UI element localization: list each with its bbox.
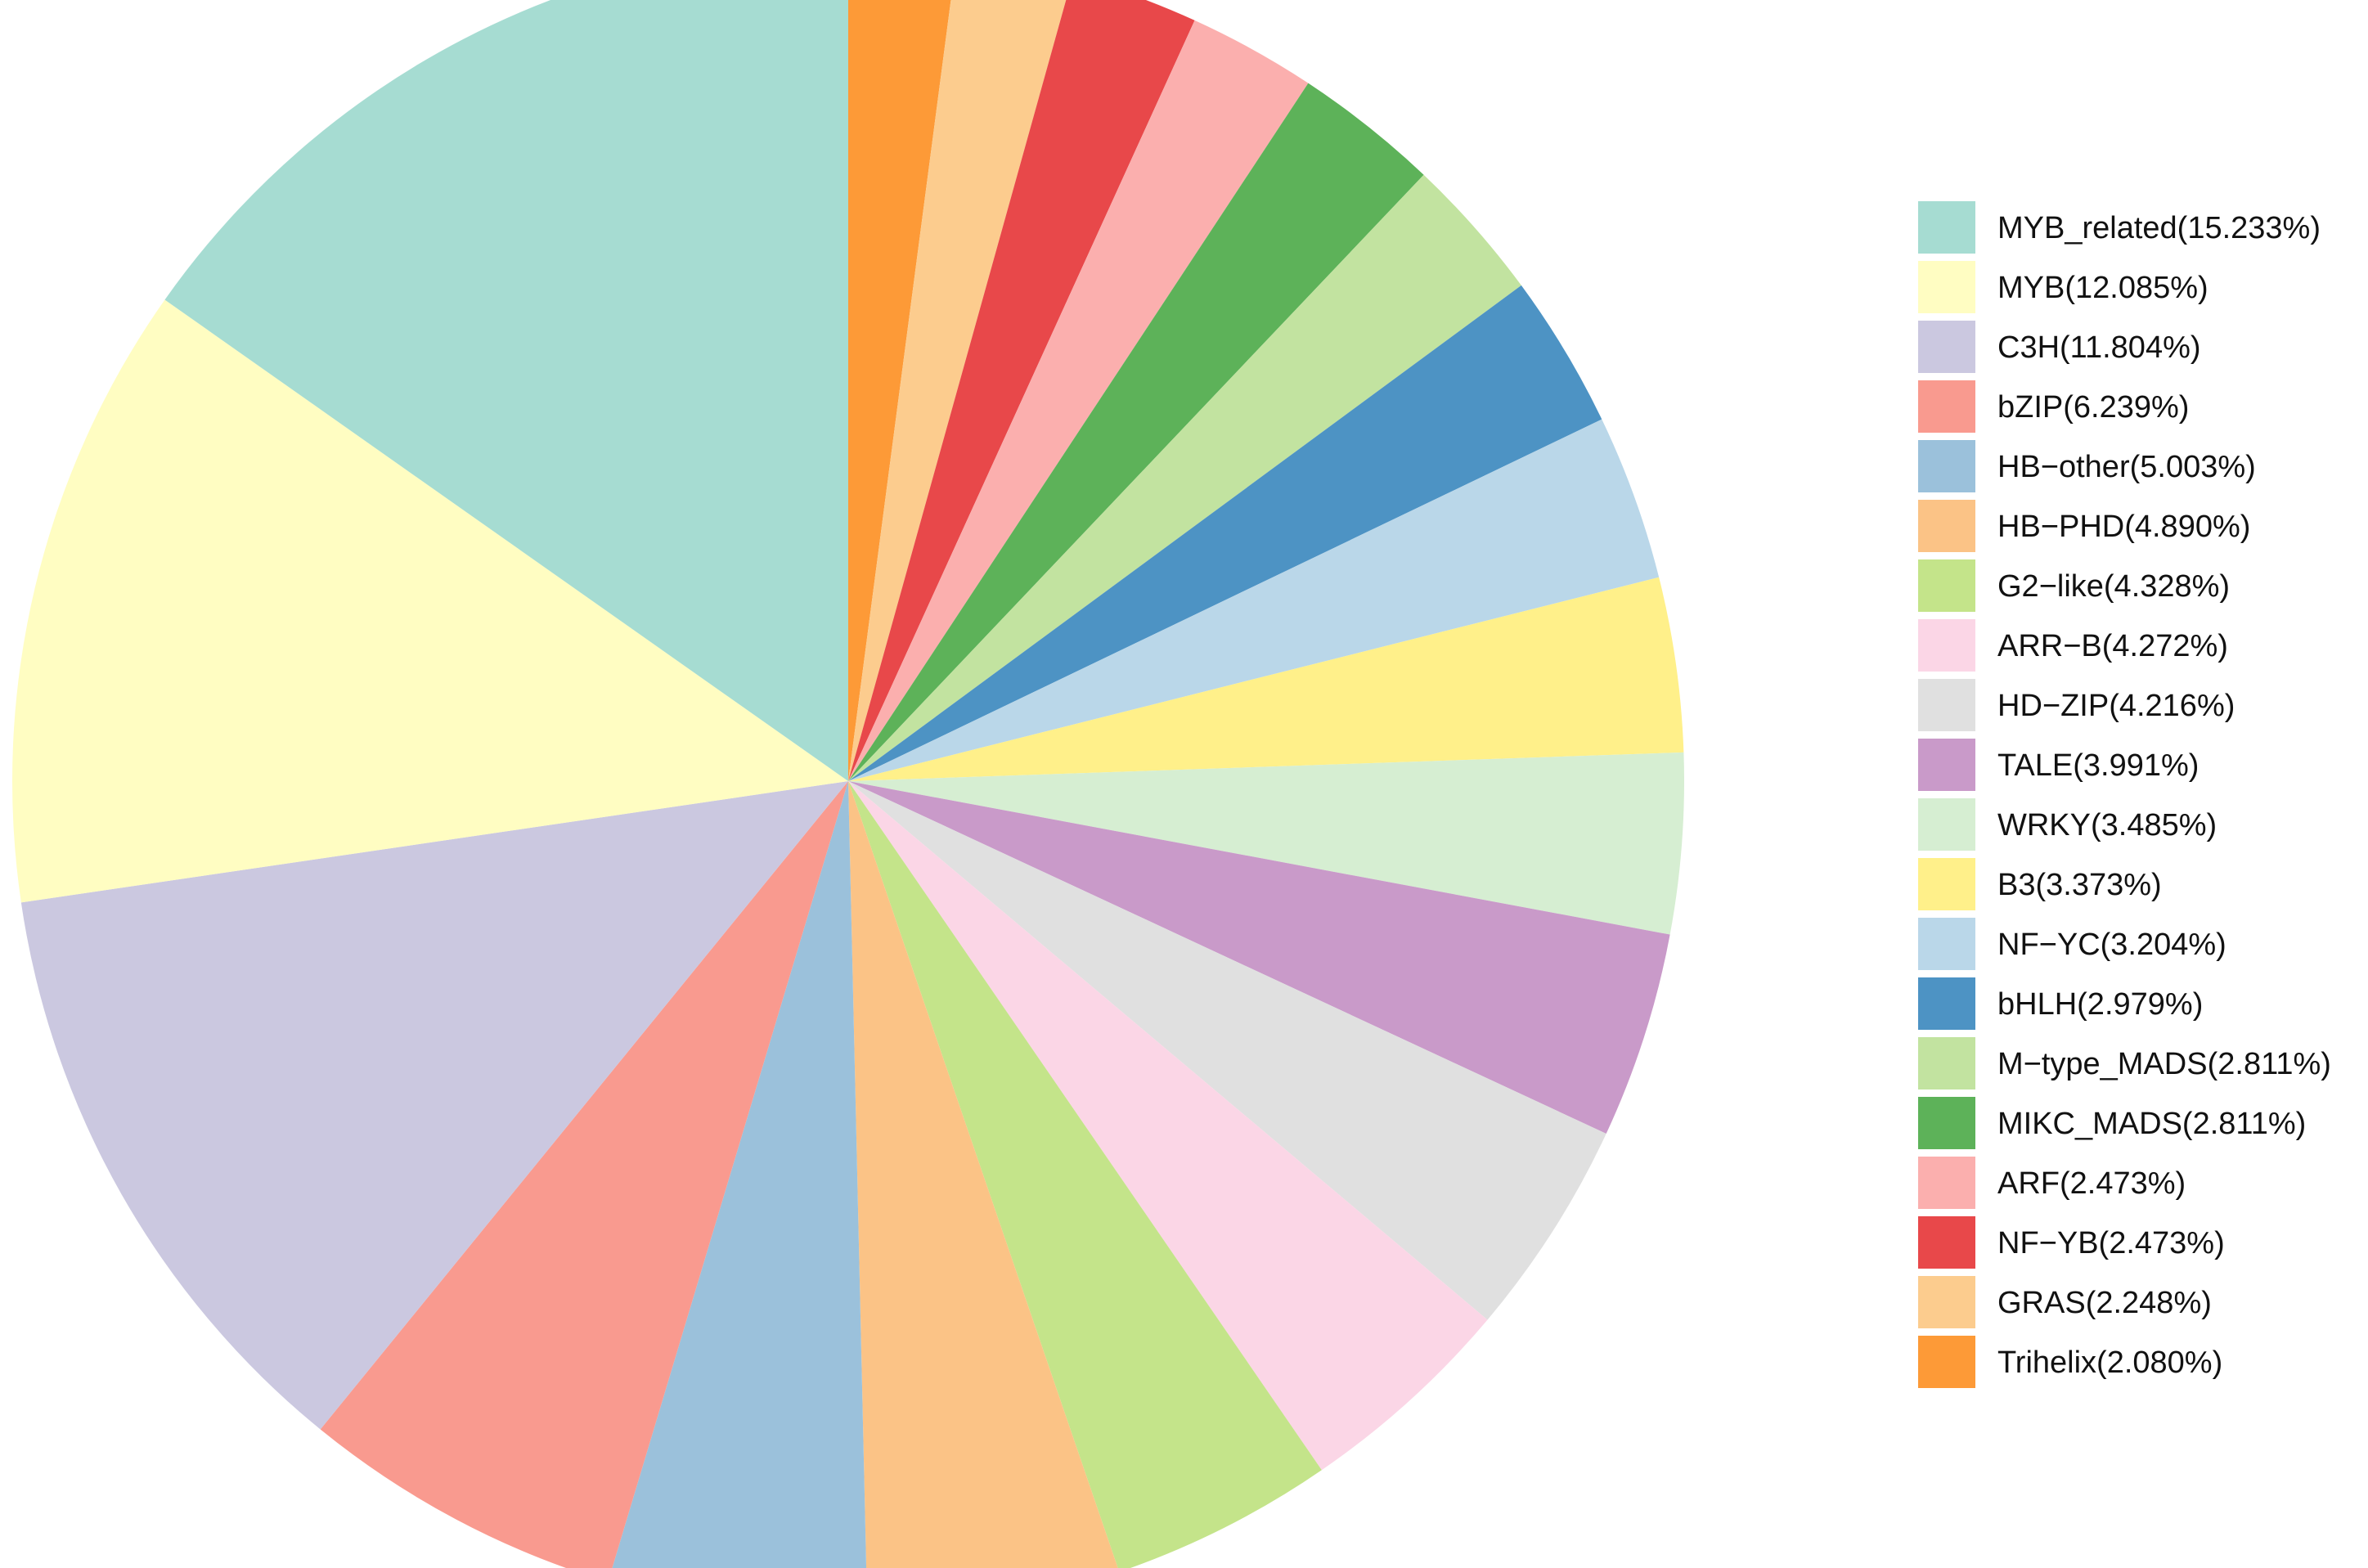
legend-swatch-tale: [1918, 739, 1975, 791]
legend-label-bhlh: bHLH(2.979%): [1997, 987, 2203, 1022]
pie-slices: [12, 0, 1685, 1568]
legend-swatch-gras: [1918, 1276, 1975, 1328]
legend-swatch-hb-other: [1918, 440, 1975, 492]
legend-swatch-arf: [1918, 1157, 1975, 1209]
pie-slice-hd-zip: [848, 781, 1606, 1320]
legend-swatch-m-type-mads: [1918, 1037, 1975, 1090]
pie-slice-c3h: [20, 781, 848, 1430]
legend-label-hd-zip: HD−ZIP(4.216%): [1997, 689, 2235, 723]
legend-label-nf-yc: NF−YC(3.204%): [1997, 928, 2226, 962]
legend-swatch-b3: [1918, 858, 1975, 910]
legend-label-mikc-mads: MIKC_MADS(2.811%): [1997, 1107, 2306, 1141]
legend-label-hb-phd: HB−PHD(4.890%): [1997, 510, 2250, 544]
pie-slice-g2-like: [848, 781, 1322, 1568]
legend-label-myb-related: MYB_related(15.233%): [1997, 211, 2321, 245]
legend-label-tale: TALE(3.991%): [1997, 748, 2199, 783]
legend-swatch-bhlh: [1918, 977, 1975, 1030]
legend-label-m-type-mads: M−type_MADS(2.811%): [1997, 1047, 2331, 1081]
legend-label-bzip: bZIP(6.239%): [1997, 390, 2189, 425]
pie-slice-myb: [12, 299, 849, 903]
legend-label-myb: MYB(12.085%): [1997, 271, 2208, 305]
legend-label-hb-other: HB−other(5.003%): [1997, 450, 2256, 484]
pie-slice-hb-other: [612, 781, 867, 1568]
legend-swatch-bzip: [1918, 380, 1975, 433]
legend-swatch-hd-zip: [1918, 679, 1975, 731]
legend-swatch-nf-yc: [1918, 918, 1975, 970]
legend-label-gras: GRAS(2.248%): [1997, 1286, 2212, 1320]
pie-slice-tale: [848, 781, 1670, 1134]
pie-slice-b3: [848, 577, 1684, 781]
legend-swatch-g2-like: [1918, 559, 1975, 612]
pie-slice-nf-yb: [848, 0, 1195, 781]
pie-slice-m-type-mads: [848, 174, 1521, 781]
legend-swatch-myb: [1918, 261, 1975, 313]
pie-slice-bzip: [320, 781, 848, 1568]
legend-label-c3h: C3H(11.804%): [1997, 330, 2201, 365]
legend-label-g2-like: G2−like(4.328%): [1997, 569, 2230, 604]
legend-label-wrky: WRKY(3.485%): [1997, 808, 2217, 842]
pie-slice-arr-b: [848, 781, 1488, 1471]
legend: MYB_related(15.233%) MYB(12.085%) C3H(11.8…: [1918, 201, 2331, 1388]
pie-slice-nf-yc: [848, 419, 1660, 781]
legend-label-nf-yb: NF−YB(2.473%): [1997, 1226, 2225, 1260]
pie-slice-bhlh: [848, 285, 1602, 781]
pie-slice-wrky: [848, 752, 1685, 935]
legend-swatch-wrky: [1918, 798, 1975, 851]
legend-swatch-myb-related: [1918, 201, 1975, 254]
pie-slice-arf: [848, 20, 1309, 781]
pie-slice-mikc-mads: [848, 83, 1424, 781]
pie-slice-gras: [848, 0, 1067, 781]
legend-label-trihelix: Trihelix(2.080%): [1997, 1346, 2222, 1380]
legend-swatch-hb-phd: [1918, 500, 1975, 552]
legend-swatch-mikc-mads: [1918, 1097, 1975, 1149]
pie-slice-myb-related: [164, 0, 848, 781]
legend-swatch-trihelix: [1918, 1336, 1975, 1388]
pie-slice-trihelix: [848, 0, 951, 781]
legend-label-arf: ARF(2.473%): [1997, 1166, 2186, 1201]
legend-swatch-c3h: [1918, 321, 1975, 373]
legend-swatch-nf-yb: [1918, 1216, 1975, 1269]
legend-label-b3: B3(3.373%): [1997, 868, 2162, 902]
legend-swatch-arr-b: [1918, 619, 1975, 672]
pie-slice-hb-phd: [848, 781, 1118, 1568]
legend-label-arr-b: ARR−B(4.272%): [1997, 629, 2228, 663]
